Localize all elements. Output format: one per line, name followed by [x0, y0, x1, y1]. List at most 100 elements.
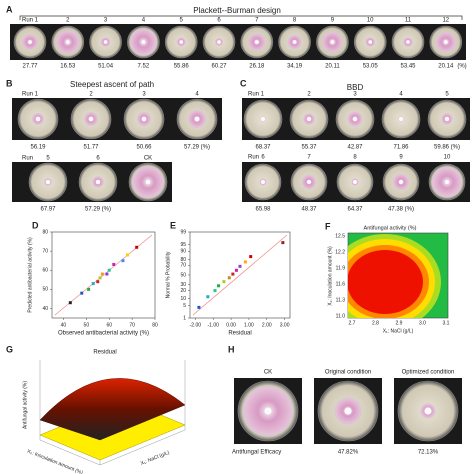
y-tick-label: 5 [183, 303, 186, 309]
colony-center [88, 116, 94, 122]
y-tick-label: 60 [42, 268, 48, 274]
x-axis-label: Observed antibacterial activity (%) [58, 331, 149, 337]
run-label: 5 [180, 18, 184, 24]
colony-center [398, 116, 404, 122]
run-label: 2 [89, 92, 93, 98]
y-tick-label: 1 [183, 315, 186, 321]
y-tick-label: 10 [180, 296, 186, 302]
activity-value: 48.37 [301, 207, 317, 213]
colony-center [45, 179, 51, 185]
point [249, 255, 253, 259]
point [80, 291, 84, 295]
run-label: Run [22, 156, 33, 162]
run-label: 7 [307, 155, 311, 161]
colony-center [406, 40, 410, 44]
run-label: Run 1 [22, 18, 39, 24]
x-tick-label: 3.00 [280, 322, 290, 328]
y-tick-label: 95 [180, 242, 186, 248]
colony-center [141, 40, 146, 44]
y-tick-label: 80 [180, 257, 186, 263]
x-tick-label: 80 [152, 322, 158, 328]
z-axis-label: Antifungal activity (%) [22, 381, 28, 429]
colony-center [260, 116, 266, 122]
run-label: 9 [331, 18, 335, 24]
point [87, 287, 91, 291]
activity-value: 67.97 [40, 207, 56, 213]
point [98, 276, 102, 280]
run-label: Run 1 [248, 92, 265, 98]
run-label: 4 [142, 18, 146, 24]
label: H [228, 344, 235, 354]
activity-value: 57.29 (%) [184, 145, 210, 151]
point [126, 253, 130, 257]
activity-value: 51.77 [83, 145, 99, 151]
label: Plackett--Burman design [193, 6, 281, 15]
y-tick-label: 30 [180, 282, 186, 288]
colony-center [65, 40, 70, 44]
point [238, 264, 242, 268]
run-label: 6 [217, 18, 221, 24]
point [206, 295, 210, 299]
run-label: 8 [293, 18, 297, 24]
y-tick-label: 50 [180, 272, 186, 278]
point [222, 280, 226, 284]
colony-center [368, 40, 373, 44]
response-surface [39, 378, 186, 441]
y-axis-label: X₂: Inoculation amount (%) [26, 448, 84, 474]
activity-value: 26.18 [249, 64, 265, 70]
run-label: 10 [367, 18, 374, 24]
row-label: Antifungal Efficacy [232, 450, 281, 456]
run-label: 3 [142, 92, 146, 98]
point [96, 280, 100, 284]
label: B [6, 78, 13, 88]
y-tick-label: 12.2 [335, 249, 345, 255]
label: G [6, 344, 13, 354]
y-axis-label: Predicted antibacterial activity (%) [27, 237, 33, 313]
run-label: CK [144, 156, 152, 162]
point [68, 301, 72, 305]
colony-center [35, 116, 41, 122]
colony-center [344, 407, 352, 415]
x-tick-label: 2.00 [262, 322, 272, 328]
activity-value: 71.86 [393, 145, 409, 151]
run-label: Run [248, 155, 259, 161]
x-tick-label: 2.8 [372, 320, 379, 326]
point [100, 272, 104, 276]
y-tick-label: 11.0 [336, 313, 346, 319]
contour-band [348, 250, 423, 314]
point [227, 276, 231, 280]
label: Residual [93, 350, 116, 356]
run-label: 9 [399, 155, 403, 161]
activity-value: 56.19 [30, 145, 46, 151]
label: D [32, 220, 39, 230]
activity-value: 60.27 [211, 64, 227, 70]
colony-center [264, 407, 272, 415]
x-tick-label: 60 [106, 322, 112, 328]
plot-frame [51, 231, 156, 319]
run-label: 6 [261, 155, 265, 161]
colony-center [444, 179, 450, 185]
activity-value: 27.77 [22, 64, 38, 70]
run-label: 8 [353, 155, 357, 161]
run-label: 3 [104, 18, 108, 24]
activity-value: 42.87 [347, 145, 363, 151]
run-label: 6 [96, 156, 100, 162]
point [281, 241, 285, 245]
activity-value: 47.38 (%) [388, 207, 414, 213]
colony-center [103, 40, 108, 44]
colony-center [352, 179, 358, 185]
colony-center [28, 40, 32, 44]
run-label: 5 [445, 92, 449, 98]
colony-center [424, 407, 432, 415]
activity-value: 34.19 [287, 64, 303, 70]
activity-value: 68.37 [255, 145, 271, 151]
colony-center [260, 179, 266, 185]
activity-value: 53.45 [400, 64, 416, 70]
activity-value: 59.86 (%) [434, 145, 460, 151]
point [234, 268, 238, 272]
y-tick-label: 70 [180, 263, 186, 269]
run-label: 10 [444, 155, 451, 161]
y-axis-label: X₂: Inoculation amount (%) [327, 246, 333, 306]
activity-value: 64.37 [347, 207, 363, 213]
y-tick-label: 12.5 [335, 233, 345, 239]
